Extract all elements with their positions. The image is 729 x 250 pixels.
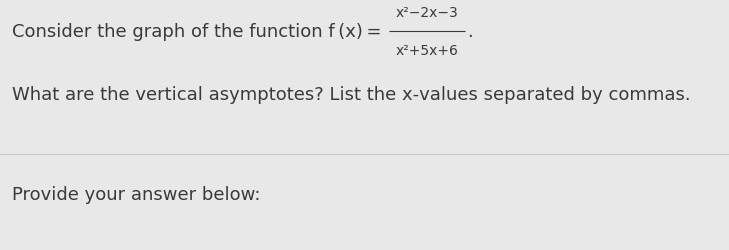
- Text: What are the vertical asymptotes? List the x‑values separated by commas.: What are the vertical asymptotes? List t…: [12, 86, 690, 103]
- Text: .: .: [467, 23, 473, 41]
- Text: x²+5x+6: x²+5x+6: [396, 44, 459, 58]
- Text: Consider the graph of the function f (x) =: Consider the graph of the function f (x)…: [12, 23, 385, 41]
- Text: Provide your answer below:: Provide your answer below:: [12, 185, 260, 203]
- Text: x²−2x−3: x²−2x−3: [396, 6, 459, 20]
